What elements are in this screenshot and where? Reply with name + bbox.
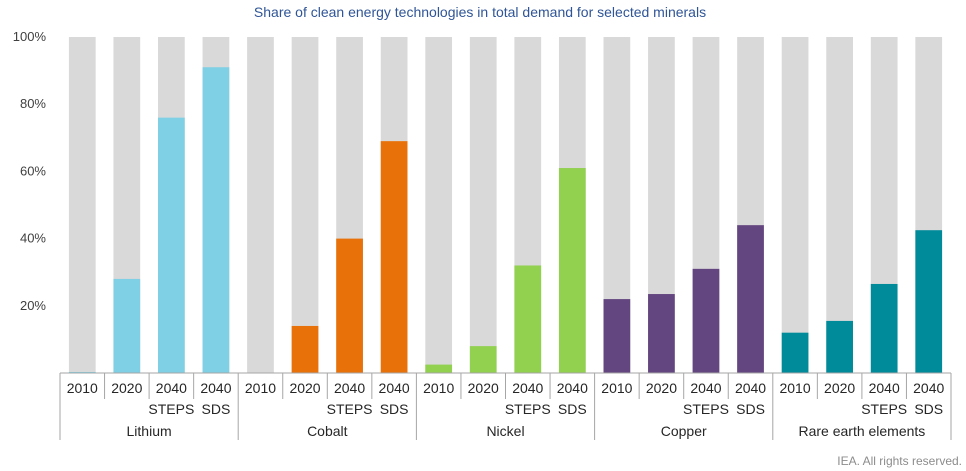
bar-rare-earth-elements-0 [781, 332, 809, 373]
y-tick-label: 60% [20, 163, 46, 178]
bar-copper-1 [648, 294, 675, 373]
x-tick-label: SDS [558, 401, 587, 417]
x-tick-label: 2040 [512, 380, 543, 396]
x-tick-label: 2040 [690, 380, 721, 396]
background-bar [247, 37, 274, 373]
x-tick-label: 2010 [423, 380, 454, 396]
bar-rare-earth-elements-1 [826, 320, 853, 373]
background-bar [425, 37, 453, 373]
x-tick-label: SDS [202, 401, 231, 417]
x-tick-label: 2010 [779, 380, 810, 396]
background-bar [826, 37, 853, 373]
group-label: Lithium [127, 423, 172, 439]
x-tick-label: 2040 [334, 380, 365, 396]
x-tick-label: 2040 [735, 380, 766, 396]
x-tick-label: 2020 [468, 380, 499, 396]
bar-copper-0 [603, 299, 631, 373]
chart-title: Share of clean energy technologies in to… [254, 4, 706, 20]
background-bar [68, 37, 96, 373]
group-label: Rare earth elements [798, 423, 925, 439]
bar-lithium-3 [202, 67, 230, 374]
bar-lithium-1 [113, 278, 141, 373]
x-tick-label: 2020 [289, 380, 320, 396]
bar-rare-earth-elements-3 [915, 230, 943, 373]
background-bar [291, 37, 319, 373]
x-axis: 2010 2020 2040 STEPS 2040 SDS Lithium 2010 2020 2… [59, 372, 952, 440]
group-label: Copper [661, 423, 707, 439]
x-tick-label: 2020 [646, 380, 677, 396]
value-bars [68, 67, 943, 374]
bar-lithium-2 [158, 117, 185, 373]
x-tick-label: 2040 [913, 380, 944, 396]
bar-nickel-0 [425, 364, 453, 373]
bar-cobalt-1 [291, 325, 319, 373]
y-tick-label: 100% [13, 29, 47, 44]
x-tick-label: 2020 [111, 380, 142, 396]
bar-nickel-1 [469, 346, 497, 373]
bar-rare-earth-elements-2 [870, 283, 898, 373]
bar-cobalt-2 [336, 238, 363, 373]
x-tick-label: SDS [914, 401, 943, 417]
y-tick-label: 40% [20, 231, 46, 246]
y-tick-label: 80% [20, 96, 46, 111]
x-tick-label: 2040 [869, 380, 900, 396]
x-tick-label: 2020 [824, 380, 855, 396]
bar-nickel-2 [514, 265, 542, 373]
x-tick-label: 2010 [67, 380, 98, 396]
x-tick-label: STEPS [683, 401, 729, 417]
x-tick-label: 2040 [557, 380, 588, 396]
background-bars [68, 37, 943, 373]
bar-cobalt-3 [380, 141, 408, 373]
y-axis: 20% 40% 60% 80% 100% [13, 29, 47, 313]
x-tick-label: SDS [380, 401, 409, 417]
bar-nickel-3 [558, 168, 586, 373]
background-bar [781, 37, 809, 373]
x-tick-label: 2040 [200, 380, 231, 396]
x-tick-label: STEPS [327, 401, 373, 417]
group-label: Nickel [486, 423, 524, 439]
bar-copper-3 [737, 225, 764, 373]
y-tick-label: 20% [20, 298, 46, 313]
x-tick-label: 2010 [245, 380, 276, 396]
background-bar [469, 37, 497, 373]
x-tick-label: STEPS [505, 401, 551, 417]
bar-copper-2 [692, 268, 720, 373]
x-tick-label: SDS [736, 401, 765, 417]
x-tick-label: 2010 [601, 380, 632, 396]
group-label: Cobalt [307, 423, 348, 439]
x-tick-label: STEPS [861, 401, 907, 417]
x-tick-label: 2040 [156, 380, 187, 396]
x-tick-label: 2040 [379, 380, 410, 396]
footer-credit: IEA. All rights reserved. [837, 454, 962, 468]
x-tick-label: STEPS [148, 401, 194, 417]
bar-lithium-0 [68, 371, 96, 373]
